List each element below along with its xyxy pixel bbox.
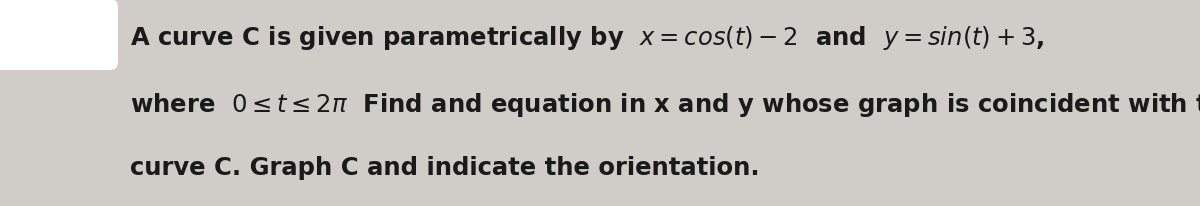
Text: curve C. Graph C and indicate the orientation.: curve C. Graph C and indicate the orient… xyxy=(130,155,760,179)
FancyBboxPatch shape xyxy=(0,0,118,71)
Text: A curve C is given parametrically by  $x = cos(t) - 2$  and  $y = sin(t) + 3$,: A curve C is given parametrically by $x … xyxy=(130,24,1044,52)
Text: where  $0 \leq t \leq 2\pi$  Find and equation in x and y whose graph is coincid: where $0 \leq t \leq 2\pi$ Find and equa… xyxy=(130,91,1200,118)
